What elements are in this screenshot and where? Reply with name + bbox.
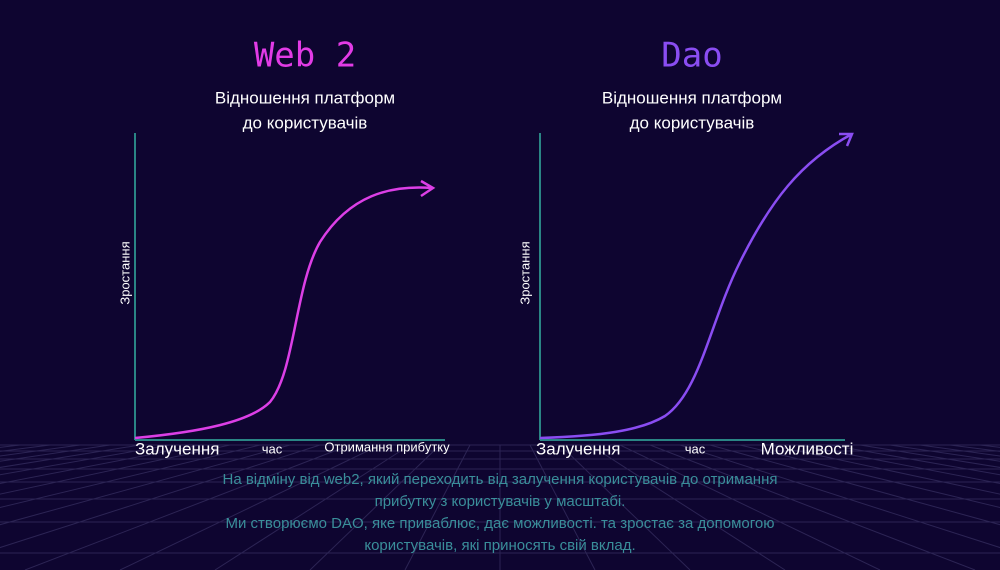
grid-line (829, 444, 1000, 476)
grid-line (649, 444, 976, 570)
caption: користувачів, які приносять свій вклад. (364, 537, 635, 554)
panel-title: Dao (661, 36, 722, 76)
grid-line (769, 444, 1000, 495)
y-label: Зростання (517, 241, 532, 304)
caption: Ми створюємо DAO, яке приваблює, дає мож… (226, 515, 775, 532)
panel-subtitle: Відношення платформ (215, 88, 395, 107)
panel-subtitle: до користувачів (243, 113, 368, 132)
grid-line (404, 444, 471, 570)
caption: На відміну від web2, який переходить від… (222, 471, 777, 488)
x-mid-label: час (262, 441, 283, 456)
caption: прибутку з користувачів у масштабі. (375, 493, 626, 510)
grid-line (799, 444, 1000, 484)
y-label: Зростання (117, 241, 132, 304)
perspective-grid (0, 444, 1000, 570)
arrow-head (839, 132, 854, 147)
growth-curve (134, 186, 433, 440)
grid-line (0, 444, 171, 476)
x-mid-label: час (685, 441, 706, 456)
grid-line (214, 444, 411, 570)
grid-line (619, 444, 881, 570)
panel-title: Web 2 (254, 36, 356, 76)
arrow-head (420, 179, 436, 198)
grid-line (709, 444, 1000, 526)
grid-line (739, 444, 1000, 509)
panel-subtitle: до користувачів (630, 113, 755, 132)
grid-line (119, 444, 381, 570)
grid-line (0, 444, 231, 495)
grid-line (0, 444, 261, 509)
grid-line (589, 444, 786, 570)
grid-line (24, 444, 351, 570)
grid-line (859, 444, 1000, 468)
grid-line (0, 444, 291, 526)
grid-line (0, 444, 321, 549)
panel-subtitle: Відношення платформ (602, 88, 782, 107)
grid-line (679, 444, 1000, 549)
x-start-label: Залучення (536, 439, 620, 458)
x-end-label: Отримання прибутку (324, 439, 450, 454)
x-start-label: Залучення (135, 439, 219, 458)
x-end-label: Можливості (761, 439, 854, 458)
grid-line (0, 444, 201, 484)
grid-line (529, 444, 596, 570)
grid-line (309, 444, 441, 570)
grid-line (0, 444, 141, 468)
grid-line (559, 444, 691, 570)
growth-curve (539, 132, 853, 440)
